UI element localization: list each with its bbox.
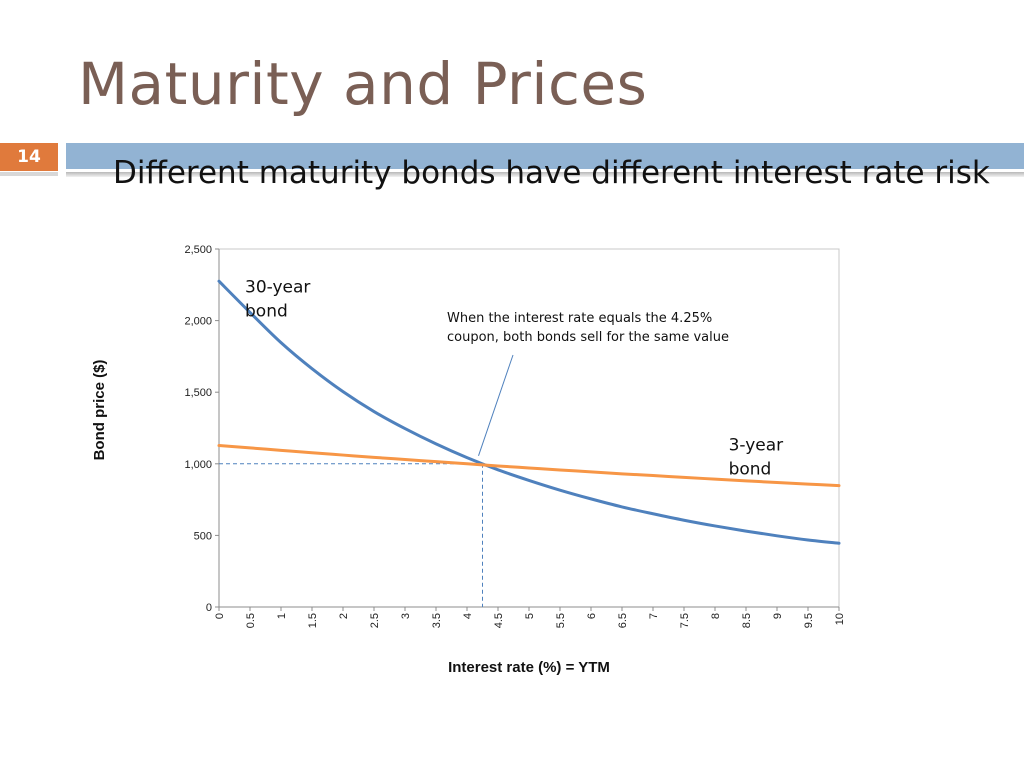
y-tick-label: 2,500 bbox=[184, 244, 212, 256]
annotation-line: coupon, both bonds sell for the same val… bbox=[447, 330, 729, 345]
x-axis-title: Interest rate (%) = YTM bbox=[448, 659, 610, 676]
x-tick-label: 10 bbox=[834, 613, 846, 625]
x-tick-label: 0 bbox=[214, 613, 226, 619]
annotation-text: When the interest rate equals the 4.25% c… bbox=[447, 311, 729, 345]
series-label-line: bond bbox=[729, 460, 772, 480]
x-tick-label: 1.5 bbox=[307, 613, 319, 628]
x-tick-label: 7 bbox=[648, 613, 660, 619]
x-tick-label: 8.5 bbox=[741, 613, 753, 628]
y-axis-title: Bond price ($) bbox=[91, 360, 108, 461]
series-label-line: bond bbox=[245, 301, 288, 321]
series-label-30-year: 30-year bond bbox=[245, 277, 310, 321]
series-label-3-year: 3-year bond bbox=[729, 436, 784, 480]
x-tick-label: 4 bbox=[462, 613, 474, 619]
series-label-line: 3-year bbox=[729, 436, 784, 456]
x-tick-label: 7.5 bbox=[679, 613, 691, 628]
y-tick-label: 1,000 bbox=[184, 459, 212, 471]
x-tick-label: 9.5 bbox=[803, 613, 815, 628]
slide-title: Maturity and Prices bbox=[78, 50, 648, 118]
x-tick-label: 0.5 bbox=[245, 613, 257, 628]
x-tick-label: 9 bbox=[772, 613, 784, 619]
x-tick-label: 1 bbox=[276, 613, 288, 619]
slide-number-shadow bbox=[0, 172, 58, 176]
annotation-line: When the interest rate equals the 4.25% bbox=[447, 311, 712, 326]
x-tick-label: 5.5 bbox=[555, 613, 567, 628]
x-tick-label: 3.5 bbox=[431, 613, 443, 628]
x-tick-label: 8 bbox=[710, 613, 722, 619]
annotation-pointer bbox=[478, 354, 514, 456]
x-tick-label: 4.5 bbox=[493, 613, 505, 628]
title-band bbox=[66, 143, 1024, 169]
x-tick-label: 5 bbox=[524, 613, 536, 619]
y-tick-label: 1,500 bbox=[184, 387, 212, 399]
x-tick-label: 6 bbox=[586, 613, 598, 619]
title-band-shadow bbox=[66, 172, 1024, 177]
y-tick-label: 500 bbox=[194, 530, 212, 542]
y-tick-label: 2,000 bbox=[184, 316, 212, 328]
series-line-3-year bbox=[217, 443, 841, 488]
series-line-30-year bbox=[217, 279, 841, 545]
plot-area: 0 500 1,000 1,500 2,000 2,500 0 0.5 1 1.5 2 2.5 3 3.5… bbox=[91, 244, 846, 676]
slide-subtitle: Different maturity bonds have different … bbox=[113, 155, 990, 191]
series-label-line: 30-year bbox=[245, 277, 310, 297]
y-tick-label: 0 bbox=[206, 602, 212, 614]
x-tick-label: 2.5 bbox=[369, 613, 381, 628]
x-tick-label: 3 bbox=[400, 613, 412, 619]
x-tick-label: 6.5 bbox=[617, 613, 629, 628]
slide-number-badge: 14 bbox=[0, 143, 58, 171]
plot-frame bbox=[218, 248, 840, 608]
x-tick-label: 2 bbox=[338, 613, 350, 619]
